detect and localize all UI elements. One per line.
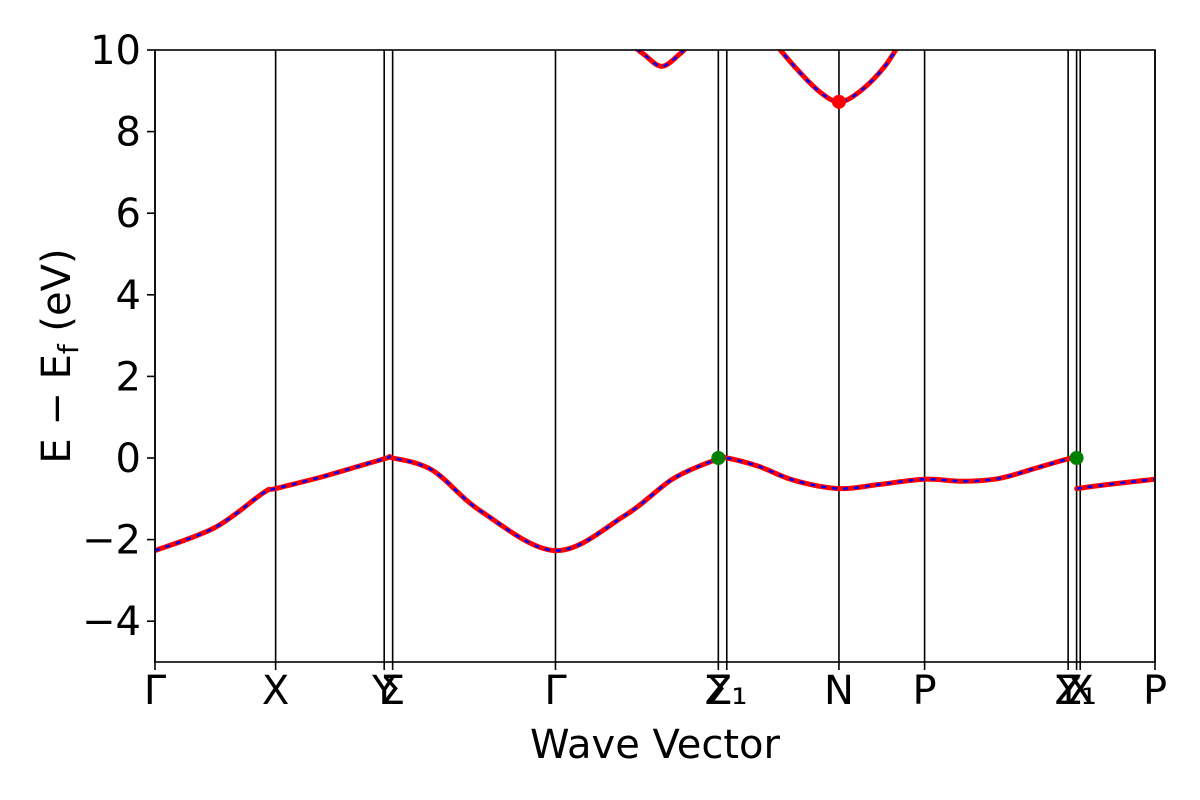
x-tick-label: Σ <box>380 668 405 714</box>
y-tick-label: 6 <box>116 191 141 237</box>
y-tick-label: 4 <box>116 273 141 319</box>
band-line-dashed-valence-segment <box>1076 477 1155 490</box>
band-lines <box>155 50 1155 554</box>
plot-frame <box>154 49 1156 663</box>
y-tick-label: −2 <box>82 518 141 564</box>
band-line-dashed-conduction-2 <box>778 50 898 104</box>
marker-cbm <box>831 94 846 109</box>
x-axis-label: Wave Vector <box>530 722 781 768</box>
band-line-conduction-2 <box>777 50 899 105</box>
band-line-conduction-1 <box>634 50 688 69</box>
x-tick-label: Z <box>1054 668 1081 714</box>
x-tick-label: P <box>1143 668 1167 714</box>
x-tick-label: Y₁ <box>1055 668 1096 714</box>
y-tick-label: 10 <box>90 28 141 74</box>
band-line-dashed-valence <box>155 455 1077 552</box>
x-tick-label: X <box>262 668 289 714</box>
x-tick-label: Σ₁ <box>706 668 747 714</box>
y-tick-label: 8 <box>116 110 141 156</box>
x-tick-label: Y <box>371 668 397 714</box>
x-tick-label: P <box>913 668 937 714</box>
y-axis-label: E − Ef (eV) <box>34 248 85 463</box>
extremum-markers <box>711 94 1084 465</box>
x-tick-label: N <box>824 668 854 714</box>
x-tick-label: Z <box>705 668 732 714</box>
band-line-valence <box>155 454 1080 554</box>
x-tick-label: Γ <box>544 668 567 714</box>
y-tick-label: 0 <box>116 436 141 482</box>
x-tick-label: Γ <box>144 668 167 714</box>
x-tick-label: X <box>1067 668 1094 714</box>
y-tick-label: 2 <box>116 354 141 400</box>
high-symmetry-lines <box>154 50 1156 662</box>
y-axis-ticks: −4 −2 0 2 4 6 8 10 <box>82 28 155 645</box>
marker-vbm <box>1069 451 1084 465</box>
y-tick-label: −4 <box>82 599 141 645</box>
marker-vbm <box>711 451 726 465</box>
